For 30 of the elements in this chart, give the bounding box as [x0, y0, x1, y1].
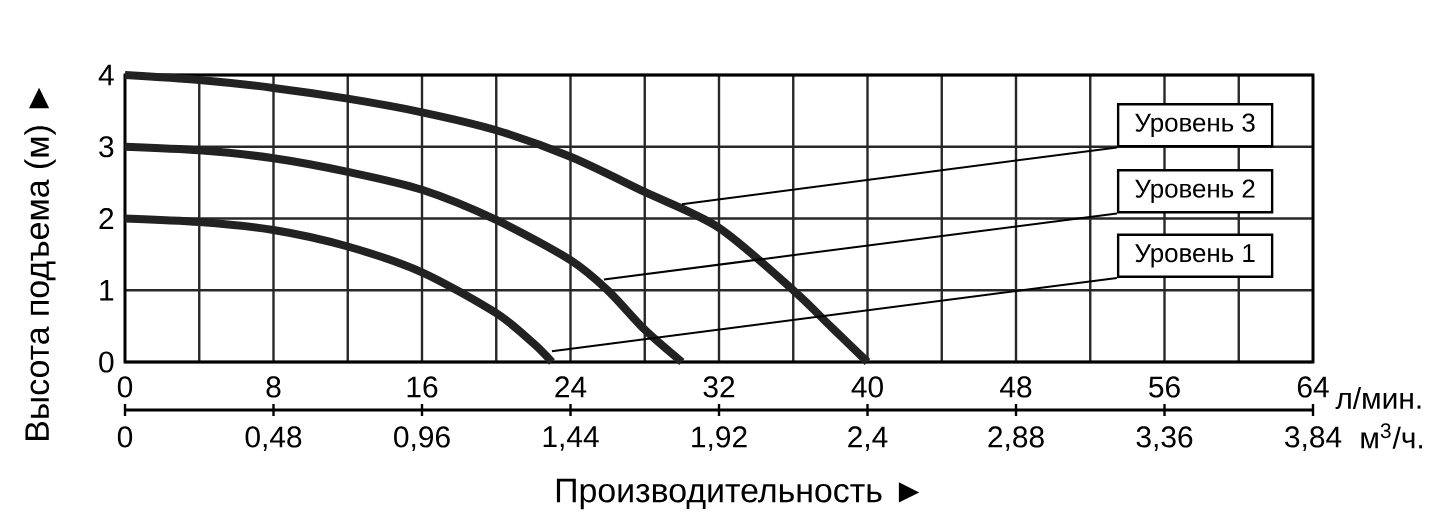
x2-tick-label: 0,48 [245, 426, 302, 452]
y-tick-label: 4 [98, 64, 114, 86]
x-tick-label: 24 [555, 376, 587, 398]
x-tick-label: 64 [1297, 376, 1329, 398]
x-tick-label: 0 [117, 376, 133, 398]
y-tick-label: 3 [99, 136, 114, 158]
x2-tick-label: 0 [117, 426, 133, 448]
x-tick-label: 32 [703, 376, 735, 398]
y-axis-title: Высота подъема (м) ► [24, 87, 56, 440]
y-tick-label: 1 [100, 279, 114, 301]
x-tick-label: 16 [407, 376, 438, 398]
annotation: Уровень 1 [1135, 244, 1255, 268]
x2-tick-label: 0,96 [394, 426, 450, 452]
x-tick-label: 8 [266, 376, 281, 398]
annotation: Уровень 3 [1135, 113, 1255, 137]
x-tick-label: 48 [1000, 376, 1032, 398]
x-tick-label: 40 [851, 376, 883, 398]
annotation: Уровень 2 [1135, 179, 1255, 203]
x2-tick-label: 3,84 [1285, 426, 1342, 452]
x2-axis-title: м$^{3}$/ч. [1361, 423, 1422, 449]
y-tick-label: 0 [99, 351, 114, 373]
x2-tick-label: 3,36 [1136, 426, 1193, 452]
y-tick-label: 2 [99, 208, 114, 229]
x2-tick-label: 2,88 [988, 426, 1044, 452]
x-axis-title: л/мин. [1335, 387, 1421, 409]
x2-tick-label: 2,4 [848, 426, 888, 452]
x2-tick-label: 1,92 [692, 426, 747, 452]
x-tick-label: 56 [1149, 376, 1180, 398]
x2-tick-label: 1,44 [543, 426, 599, 451]
text: Производительность ► [556, 478, 920, 510]
